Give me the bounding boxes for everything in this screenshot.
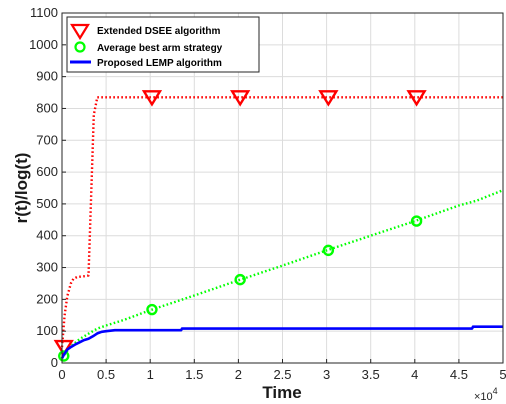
series-lemp [60,325,503,359]
x-tick-label: 1 [147,367,154,382]
y-tick-label: 300 [36,260,58,275]
legend-label-average-best-arm: Average best arm strategy [97,43,223,54]
legend-triangle-marker [70,23,90,41]
legend-entry-average-best-arm: Average best arm strategy [74,41,223,54]
series-layer [53,90,504,362]
x-tick-label: 1.5 [185,367,203,382]
data-point-triangle [53,339,74,357]
x-tick-label: 5 [499,367,506,382]
legend-box [66,16,260,73]
legend-circle-marker [74,41,86,53]
y-tick-label: 500 [36,196,58,211]
data-point-circle [234,273,246,286]
series-line-dsee [60,96,503,348]
legend-label-lemp: Proposed LEMP algorithm [97,58,222,69]
data-point-circle [410,215,423,227]
series-average-best-arm [58,189,504,362]
y-tick-label: 200 [36,291,58,306]
series-line-lemp [60,325,503,359]
series-line-average-best-arm [61,189,504,359]
y-axis-title: r(t)/log(t) [12,153,31,224]
data-point-triangle [406,90,427,107]
y-tick-label: 1000 [29,37,58,52]
y-tick-label: 900 [36,69,58,84]
y-tick-label: 400 [36,228,58,243]
x-tick-label: 3.5 [362,367,380,382]
data-point-triangle [318,90,339,107]
y-tick-label: 100 [36,323,58,338]
x-tick-label: 3 [323,367,330,382]
x-axis-exponent: ×104 [474,386,498,403]
y-tick-label: 700 [36,132,58,147]
x-axis-exponent-power: 4 [493,386,498,396]
data-point-triangle [141,90,163,107]
data-point-triangle [230,90,251,107]
data-point-circle [58,350,70,362]
series-dsee [53,90,503,357]
x-tick-label: 2 [235,367,242,382]
legend: Extended DSEE algorithm Average best arm… [66,16,260,73]
y-tick-label: 1100 [30,5,58,20]
x-tick-label: 0.5 [97,367,115,382]
legend-label-dsee: Extended DSEE algorithm [97,26,220,37]
data-point-circle [322,244,335,257]
y-tick-label: 0 [51,355,58,370]
x-tick-label: 2.5 [273,367,291,382]
legend-entry-dsee: Extended DSEE algorithm [70,23,220,41]
y-tick-label: 800 [36,100,58,115]
data-point-circle [146,303,158,316]
x-tick-label: 0 [58,367,65,382]
x-axis-exponent-base: ×10 [474,391,493,403]
x-tick-label: 4 [411,367,418,382]
legend-entry-lemp: Proposed LEMP algorithm [70,58,222,69]
x-tick-label: 4.5 [450,367,468,382]
y-tick-label: 600 [36,164,58,179]
x-axis-title: Time [262,383,301,402]
axis-ticks: 0 0.5 1 1.5 2 2.5 3 3.5 4 4.5 5 0 100 200 300 400 500 600… [29,5,506,382]
